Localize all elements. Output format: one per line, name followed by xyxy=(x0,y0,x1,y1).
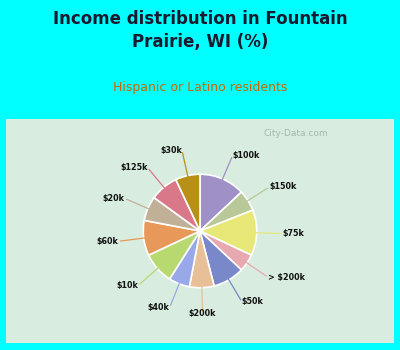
Wedge shape xyxy=(149,231,200,279)
Text: $75k: $75k xyxy=(282,229,304,238)
Wedge shape xyxy=(200,192,253,231)
Wedge shape xyxy=(144,198,200,231)
Wedge shape xyxy=(154,180,200,231)
Text: $50k: $50k xyxy=(242,298,264,306)
Wedge shape xyxy=(176,174,200,231)
Text: $20k: $20k xyxy=(102,194,124,203)
Text: City-Data.com: City-Data.com xyxy=(264,130,328,139)
Text: > $200k: > $200k xyxy=(268,273,305,282)
Text: $10k: $10k xyxy=(116,281,138,290)
Wedge shape xyxy=(143,220,200,255)
Text: Income distribution in Fountain
Prairie, WI (%): Income distribution in Fountain Prairie,… xyxy=(53,10,347,51)
Wedge shape xyxy=(200,231,241,286)
Wedge shape xyxy=(189,231,214,288)
Text: $200k: $200k xyxy=(189,309,216,318)
Wedge shape xyxy=(170,231,200,287)
Wedge shape xyxy=(200,174,241,231)
Text: $150k: $150k xyxy=(270,182,297,191)
Text: $125k: $125k xyxy=(120,163,148,172)
Text: $30k: $30k xyxy=(160,146,182,155)
Text: $60k: $60k xyxy=(96,237,118,246)
Text: Hispanic or Latino residents: Hispanic or Latino residents xyxy=(113,80,287,93)
Text: $100k: $100k xyxy=(233,151,260,160)
Wedge shape xyxy=(200,231,251,270)
Text: $40k: $40k xyxy=(148,303,170,312)
Wedge shape xyxy=(200,210,257,255)
Bar xyxy=(6,119,394,343)
